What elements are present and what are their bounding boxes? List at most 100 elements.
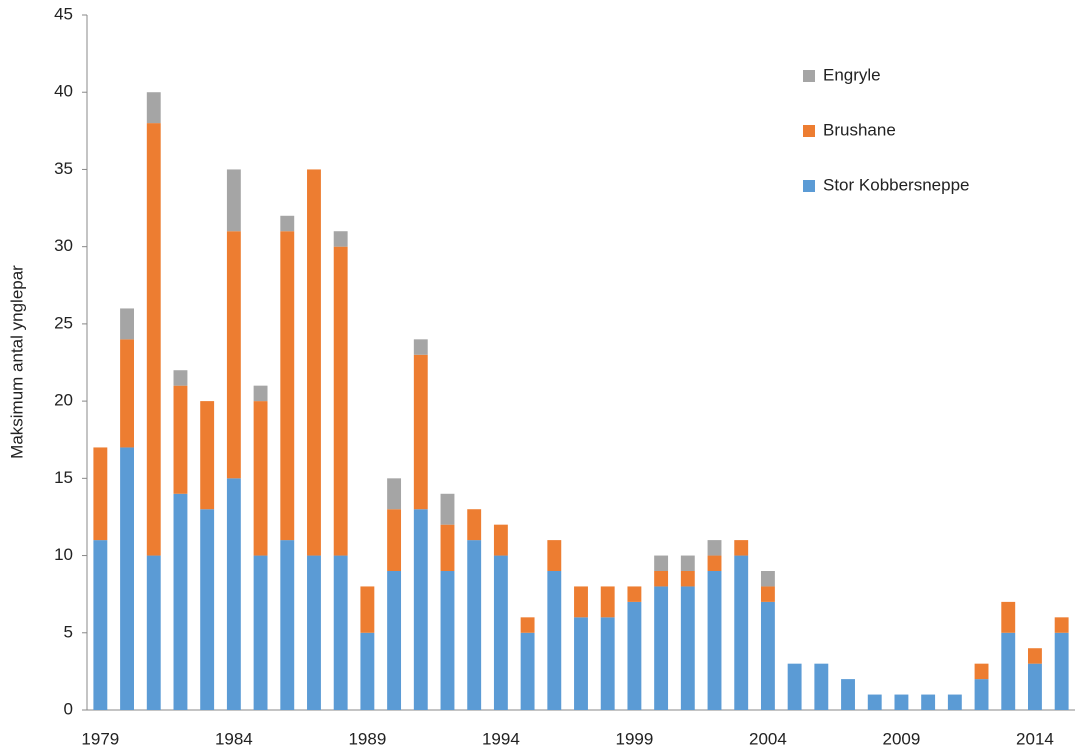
bar-segment	[707, 571, 722, 710]
bar-segment	[280, 231, 295, 541]
bar-segment	[493, 555, 508, 710]
legend-label: Brushane	[823, 120, 896, 139]
bar-segment	[200, 509, 215, 710]
bar-segment	[1054, 617, 1069, 633]
bar-segment	[974, 679, 989, 710]
legend-swatch	[803, 180, 815, 192]
bar-segment	[280, 540, 295, 710]
x-tick-label: 1979	[81, 729, 119, 748]
bar-segment	[894, 694, 909, 710]
bar-segment	[760, 586, 775, 602]
x-tick-label: 2009	[883, 729, 921, 748]
bar-segment	[93, 540, 108, 710]
x-tick-label: 1989	[348, 729, 386, 748]
bar-segment	[627, 601, 642, 710]
bar-segment	[413, 509, 428, 710]
bar-segment	[253, 555, 268, 710]
x-tick-label: 2004	[749, 729, 787, 748]
y-tick-label: 25	[54, 313, 73, 332]
bar-segment	[547, 540, 562, 571]
bar-segment	[707, 555, 722, 571]
y-tick-label: 35	[54, 159, 73, 178]
bar-segment	[146, 123, 161, 556]
x-tick-label: 1994	[482, 729, 520, 748]
bar-segment	[440, 524, 455, 571]
bar-segment	[200, 401, 215, 510]
bar-segment	[520, 617, 535, 633]
y-tick-label: 15	[54, 468, 73, 487]
bar-segment	[1054, 632, 1069, 710]
legend-label: Stor Kobbersneppe	[823, 175, 970, 194]
bar-segment	[1001, 601, 1016, 633]
bar-segment	[307, 169, 321, 556]
bar-segment	[307, 555, 321, 710]
legend-label: Engryle	[823, 65, 881, 84]
bar-segment	[680, 555, 695, 571]
y-tick-label: 10	[54, 545, 73, 564]
bar-segment	[814, 663, 829, 710]
bar-segment	[440, 493, 455, 525]
bar-segment	[146, 92, 161, 124]
bar-segment	[947, 694, 962, 710]
bar-segment	[467, 540, 482, 710]
bar-segment	[974, 663, 989, 680]
bar-segment	[93, 447, 108, 541]
x-tick-label: 1999	[615, 729, 653, 748]
bar-segment	[360, 586, 375, 633]
bar-segment	[867, 694, 882, 710]
bar-segment	[921, 694, 936, 710]
bar-segment	[387, 478, 402, 510]
x-tick-label: 2014	[1016, 729, 1054, 748]
bar-segment	[333, 231, 348, 247]
bar-segment	[440, 571, 455, 710]
bar-segment	[333, 555, 348, 710]
x-tick-label: 1984	[215, 729, 253, 748]
bar-segment	[467, 509, 482, 541]
legend-swatch	[803, 125, 815, 137]
bar-segment	[841, 679, 855, 710]
bar-segment	[333, 246, 348, 556]
bar-segment	[253, 385, 268, 402]
bar-segment	[413, 339, 428, 355]
bar-segment	[680, 586, 695, 710]
bar-segment	[600, 586, 615, 618]
y-tick-label: 40	[54, 82, 73, 101]
bar-segment	[574, 586, 588, 618]
bar-segment	[173, 370, 188, 386]
bar-segment	[760, 601, 775, 710]
bar-segment	[627, 586, 642, 602]
bar-segment	[120, 447, 134, 710]
bar-segment	[173, 493, 188, 710]
bar-segment	[120, 339, 134, 448]
bar-segment	[146, 555, 161, 710]
bar-segment	[707, 540, 722, 556]
bar-segment	[226, 478, 241, 710]
bar-segment	[734, 555, 749, 710]
y-tick-label: 45	[54, 4, 73, 23]
y-axis-label: Maksimum antal ynglepar	[7, 265, 26, 459]
y-tick-label: 5	[64, 622, 73, 641]
bar-segment	[654, 555, 669, 571]
y-tick-label: 0	[64, 699, 73, 718]
bar-segment	[413, 354, 428, 510]
bar-segment	[654, 586, 669, 710]
bar-segment	[280, 215, 295, 232]
bar-segment	[493, 524, 508, 556]
bar-segment	[253, 401, 268, 556]
bar-segment	[600, 617, 615, 710]
bar-segment	[547, 571, 562, 710]
bar-segment	[1028, 648, 1042, 664]
bar-segment	[387, 509, 402, 571]
bar-segment	[760, 571, 775, 587]
bar-segment	[120, 308, 134, 340]
bar-segment	[173, 385, 188, 494]
bar-segment	[1028, 663, 1042, 710]
bar-segment	[1001, 632, 1016, 710]
bar-segment	[787, 663, 802, 710]
bar-segment	[654, 571, 669, 587]
bar-segment	[734, 540, 749, 556]
bar-segment	[680, 571, 695, 587]
bar-segment	[226, 169, 241, 232]
bar-segment	[387, 571, 402, 710]
